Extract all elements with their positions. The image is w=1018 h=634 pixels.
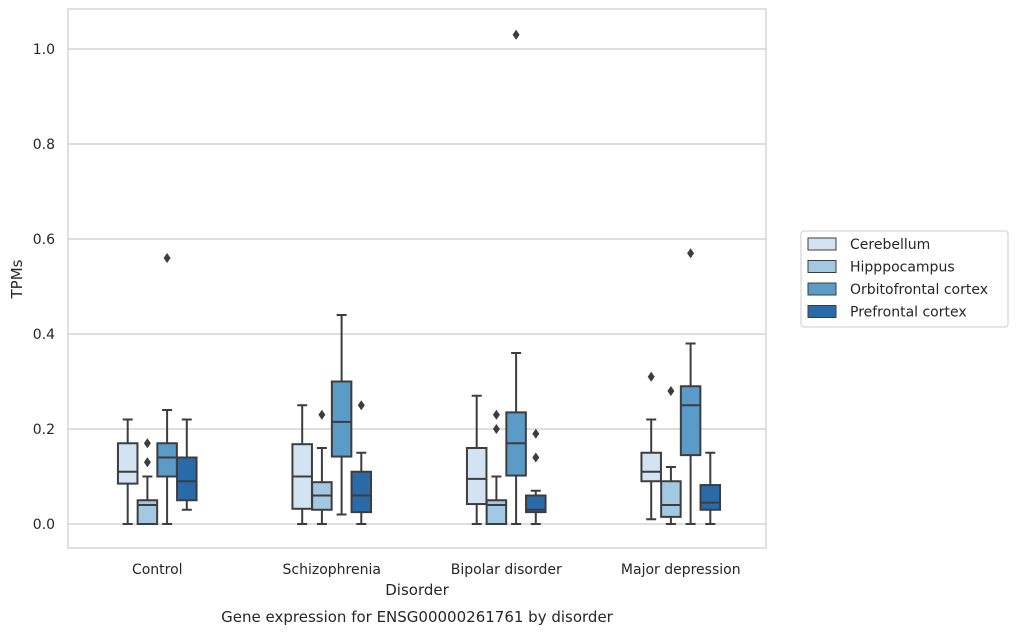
- outlier-marker: [492, 409, 500, 420]
- box-3-3: [699, 451, 722, 525]
- outlier-marker: [687, 248, 695, 259]
- legend-label: Prefrontal cortex: [850, 305, 967, 321]
- box-0-3: [640, 371, 662, 521]
- x-tick-label: Bipolar disorder: [451, 562, 562, 578]
- x-tick-label: Schizophrenia: [283, 562, 381, 578]
- box-0-2: [465, 394, 488, 525]
- y-tick-label: 0.8: [33, 137, 55, 153]
- box-3-1: [350, 400, 373, 525]
- outlier-marker: [667, 386, 675, 396]
- legend-frame: [800, 230, 1009, 328]
- legend-label: Orbitofrontal cortex: [850, 282, 988, 298]
- outlier-marker: [143, 457, 151, 468]
- outlier-marker: [143, 438, 151, 449]
- box-2-2: [505, 29, 527, 525]
- legend-swatch: [807, 237, 837, 251]
- box-body: [136, 499, 159, 525]
- legend-swatch: [807, 282, 837, 296]
- box-body: [525, 494, 547, 514]
- box-2-1: [330, 314, 353, 516]
- box-body: [116, 442, 139, 485]
- box-1-0: [136, 438, 159, 525]
- box-body: [176, 456, 198, 502]
- box-1-3: [660, 386, 682, 525]
- outlier-marker: [357, 400, 365, 411]
- box-0-0: [116, 418, 139, 525]
- y-axis-label: TPMs: [8, 259, 26, 299]
- box-body: [660, 480, 682, 518]
- legend-label: Cerebellum: [850, 237, 930, 253]
- box-body: [640, 451, 662, 483]
- y-tick-labels: 0.0 0.2 0.4 0.6 0.8 1.0: [33, 42, 55, 533]
- y-tick-label: 0.4: [33, 327, 55, 343]
- legend-label: Hipppocampus: [850, 260, 955, 276]
- legend-swatch: [807, 260, 837, 273]
- box-2-3: [679, 248, 702, 525]
- outlier-marker: [532, 428, 540, 439]
- grid-lines: [68, 48, 766, 525]
- box-3-0: [176, 418, 198, 511]
- box-1-2: [485, 409, 508, 525]
- outlier-marker: [163, 253, 171, 263]
- y-tick-label: 0.0: [33, 517, 55, 533]
- box-body: [330, 380, 353, 458]
- box-body: [679, 385, 702, 457]
- legend-swatch: [807, 305, 837, 318]
- box-3-2: [525, 428, 547, 525]
- y-tick-label: 1.0: [33, 42, 55, 58]
- plot-area-frame: [67, 8, 767, 549]
- box-body: [699, 484, 722, 511]
- y-tick-label: 0.6: [33, 232, 55, 248]
- y-tick-label: 0.2: [33, 422, 55, 438]
- outlier-marker: [492, 424, 500, 434]
- legend: Cerebellum Hipppocampus Orbitofrontal cort…: [800, 230, 1009, 328]
- box-body: [465, 447, 488, 506]
- box-body: [485, 499, 508, 525]
- x-axis-label: Disorder: [385, 581, 449, 599]
- box-body: [156, 442, 178, 478]
- box-1-1: [311, 409, 333, 525]
- figure-caption: Gene expression for ENSG00000261761 by d…: [221, 608, 614, 626]
- box-0-1: [291, 404, 313, 525]
- outlier-marker: [532, 452, 540, 463]
- x-tick-label: Major depression: [621, 562, 741, 578]
- x-tick-labels: Control Schizophrenia Bipolar disorder Majo…: [132, 562, 741, 578]
- outlier-marker: [647, 371, 655, 382]
- box-body: [350, 470, 373, 514]
- box-2-0: [156, 253, 178, 525]
- outlier-marker: [512, 29, 520, 40]
- boxes: [116, 29, 722, 525]
- outlier-marker: [318, 409, 326, 420]
- x-tick-label: Control: [132, 562, 183, 578]
